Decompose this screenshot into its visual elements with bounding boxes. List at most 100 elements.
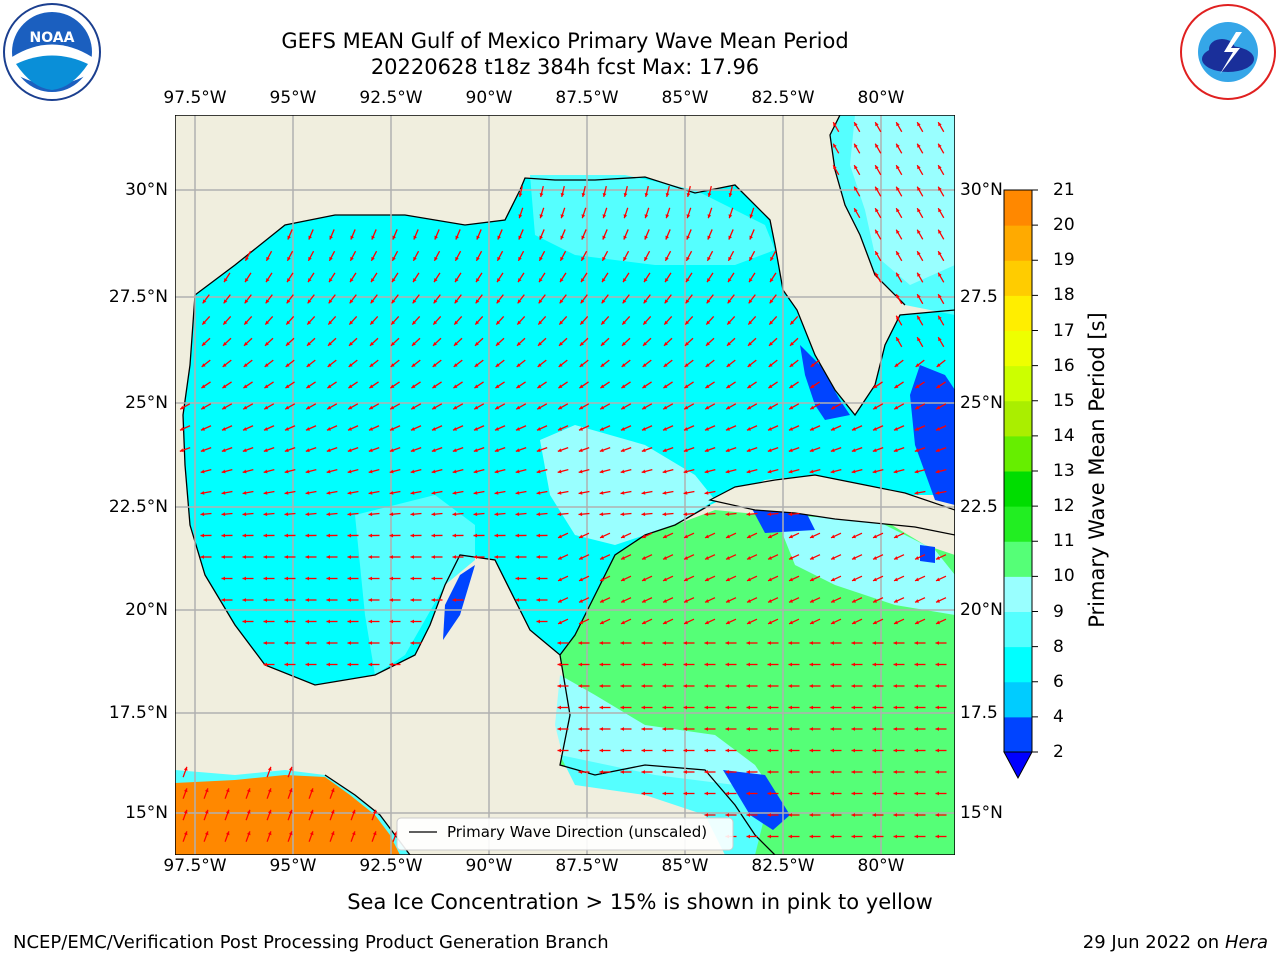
wave-arrow [641,618,653,625]
colorbar-tick-13: 13 [1053,461,1075,481]
wave-arrow [767,532,779,539]
wave-arrow [683,554,695,560]
wave-arrow [725,727,737,731]
wave-arrow [747,315,757,326]
wave-arrow [431,512,443,517]
wave-arrow [893,662,905,667]
wave-arrow [642,315,652,326]
wave-arrow [182,831,188,842]
wave-arrow [746,662,758,667]
wave-arrow [264,359,274,368]
wave-arrow [578,748,590,753]
wave-arrow [453,381,463,389]
chart-subtitle: 20220628 t18z 384h fcst Max: 17.96 [370,55,760,79]
colorbar-tick-17: 17 [1053,320,1075,341]
wave-arrow [432,359,442,368]
wave-arrow [494,533,506,538]
wave-arrow [536,490,548,495]
wave-arrow [621,359,631,368]
wave-arrow [602,229,608,240]
wave-arrow [305,641,317,645]
wave-arrow [557,468,569,474]
wave-arrow [641,791,653,796]
wave-arrow [453,359,463,368]
wave-arrow [370,294,378,304]
wave-arrow [830,770,842,774]
wave-arrow [874,272,882,283]
wave-arrow [201,337,211,347]
wave-arrow [788,468,800,474]
wave-arrow [620,425,632,431]
coastline [182,115,955,855]
wave-arrow [285,359,295,368]
wave-arrow [935,748,947,753]
colorbar-segment [1004,646,1032,683]
wave-arrow [873,381,883,389]
wave-arrow [936,359,946,368]
wave-arrow [662,705,674,710]
wave-arrow [641,748,653,753]
wave-arrow [789,337,799,347]
wave-arrow [265,250,273,262]
wave-arrow [707,207,713,219]
wave-arrow [557,403,569,410]
wave-arrow [348,337,358,347]
wave-arrow [347,641,359,645]
wave-arrow [369,359,379,368]
colorbar-segment [1004,330,1032,367]
wave-arrow [516,337,526,347]
wave-arrow [557,425,569,431]
wave-arrow [935,447,947,452]
wave-arrow [893,618,905,625]
wave-arrow [809,554,821,560]
wave-arrow [203,831,209,842]
wave-arrow [242,425,254,431]
wave-arrow [683,468,695,474]
wave-arrow [683,490,695,495]
wave-arrow [916,186,924,197]
wave-arrow [578,662,590,667]
wave-arrow [559,294,567,304]
wave-arrow [263,403,275,410]
wave-arrow [662,425,674,431]
wave-arrow [685,250,693,262]
wave-arrow [810,381,820,389]
wave-arrow [746,618,758,625]
wave-arrow [937,293,945,305]
wave-arrow [350,809,356,821]
wave-arrow [725,468,737,474]
wave-arrow [263,598,275,602]
wave-arrow [222,381,232,389]
wave-arrow [476,229,482,240]
wave-arrow [452,555,464,559]
wave-arrow [644,207,650,219]
wave-arrow [620,597,632,603]
wave-arrow [242,598,254,602]
wave-arrow [410,533,422,538]
wave-arrow [641,727,653,731]
wave-arrow [935,705,947,710]
gulf-map: Primary Wave Direction (unscaled) [175,115,955,855]
wave-arrow [326,512,338,517]
wave-arrow [599,618,611,625]
wave-arrow [286,250,294,262]
wave-arrow [305,576,317,581]
wave-arrow [538,272,546,283]
wave-arrow [665,229,671,240]
wave-arrow [809,641,821,645]
wave-arrow [263,512,275,517]
wave-arrow [788,834,800,839]
wave-arrow [539,229,545,240]
wave-arrow [937,143,945,154]
colorbar-tick-2: 2 [1053,742,1064,762]
wave-arrow [767,597,779,603]
wave-arrow [662,618,674,625]
wave-arrow [179,425,191,431]
wave-arrow [599,662,611,667]
wave-arrow [620,748,632,753]
lat-tick-right-2: 25°N [960,393,1003,413]
wave-arrow [432,337,442,347]
wave-arrow [895,186,903,197]
wave-arrow [662,512,674,517]
wave-arrow [662,532,674,539]
